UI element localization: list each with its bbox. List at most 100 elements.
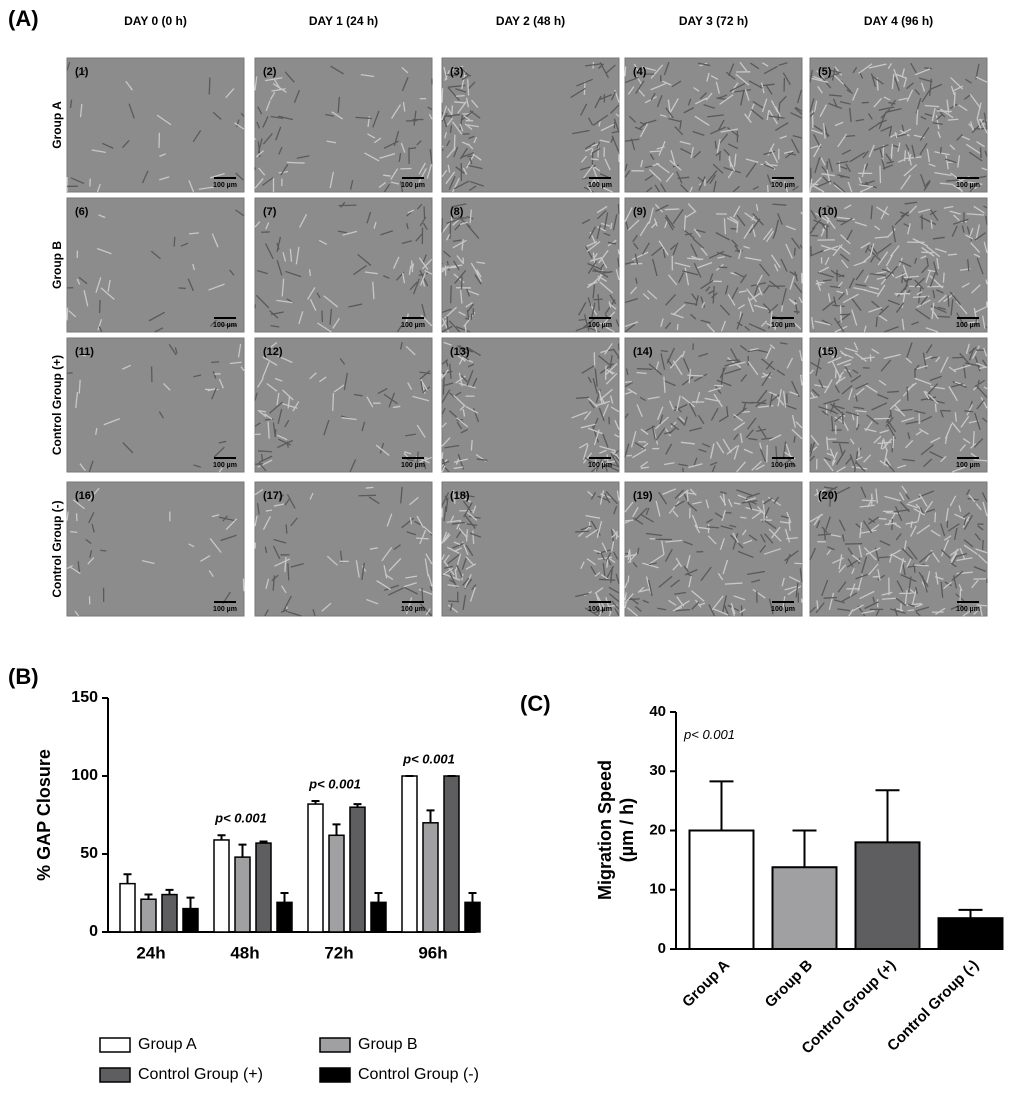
scale-bar-label: 100 µm [588, 182, 612, 189]
cell [625, 382, 632, 383]
image-number: (9) [633, 206, 647, 218]
legend-label: Control Group (-) [358, 1066, 479, 1083]
y-tick-label: 10 [649, 881, 666, 898]
cell [174, 237, 175, 247]
micrograph: (14) 100 µm [625, 338, 802, 472]
bar [329, 835, 344, 932]
x-tick-label: 72h [324, 943, 353, 962]
error-bar [793, 831, 817, 868]
micrograph: (2) 100 µm [255, 58, 432, 192]
image-number: (6) [75, 206, 89, 218]
cell [794, 248, 795, 256]
scale-bar-label: 100 µm [401, 606, 425, 613]
image-number: (4) [633, 66, 647, 78]
panel-label: (C) [520, 691, 551, 716]
error-bar [959, 910, 983, 918]
legend-swatch [320, 1068, 350, 1082]
micrograph: (7)100 µm [255, 198, 432, 332]
cell [473, 531, 474, 544]
image-number: (14) [633, 346, 653, 358]
cell [827, 161, 828, 170]
bar [235, 857, 250, 932]
micrograph: (10)100 µm [810, 198, 987, 332]
micrograph: (4) 100 µm [625, 58, 802, 192]
scale-bar-label: 100 µm [401, 322, 425, 329]
legend-label: Group A [138, 1036, 197, 1053]
cell [575, 531, 589, 532]
bar [402, 776, 417, 932]
cell [286, 524, 287, 533]
cell [410, 148, 416, 149]
cell [687, 375, 703, 376]
bar [856, 842, 920, 949]
y-tick-label: 0 [89, 923, 98, 940]
cell [677, 324, 678, 330]
cell [258, 451, 272, 452]
legend-label: Control Group (+) [138, 1066, 263, 1083]
image-number: (16) [75, 490, 95, 502]
bar [141, 899, 156, 932]
cell [288, 563, 289, 580]
error-bar [469, 893, 477, 902]
x-tick-label: Control Group (-) [884, 957, 982, 1055]
row-label: Control Group (-) [50, 500, 64, 597]
image-number: (11) [75, 346, 94, 358]
error-bar [876, 790, 900, 842]
cell [935, 404, 936, 413]
cell [465, 324, 466, 332]
cell [631, 264, 643, 265]
cell [661, 351, 668, 352]
annotation: p< 0.001 [214, 811, 267, 826]
error-bar [187, 898, 195, 909]
bar [214, 840, 229, 932]
y-tick-label: 50 [80, 845, 98, 862]
micrograph: (9)100 µm [625, 198, 802, 332]
cell [178, 288, 185, 289]
cell [310, 269, 311, 276]
cell [442, 88, 443, 102]
error-bar [710, 781, 734, 830]
cell [801, 599, 802, 603]
bar [690, 831, 754, 950]
legend-swatch [320, 1038, 350, 1052]
scale-bar-label: 100 µm [213, 606, 237, 613]
x-tick-label: 96h [418, 943, 447, 962]
cell [448, 601, 459, 602]
cell [618, 249, 619, 254]
cell [683, 468, 684, 472]
row-label: Control Group (+) [50, 355, 64, 455]
micrograph: (11)100 µm [67, 338, 244, 472]
cell [840, 305, 841, 322]
panel-label: (A) [8, 6, 39, 31]
cell [412, 261, 413, 273]
cell [462, 276, 463, 289]
annotation: p< 0.001 [683, 727, 735, 742]
cell [628, 551, 629, 560]
bar [465, 902, 480, 932]
cell [447, 316, 448, 328]
cell [607, 559, 608, 567]
image-number: (2) [263, 66, 277, 78]
cell [905, 150, 906, 161]
cell [589, 522, 590, 529]
cell [442, 452, 443, 459]
scale-bar-label: 100 µm [771, 462, 795, 469]
cell [618, 344, 619, 350]
cell [579, 319, 586, 320]
micrograph: (19)100 µm [625, 482, 802, 616]
cell [943, 273, 944, 283]
bar [350, 807, 365, 932]
scale-bar-label: 100 µm [771, 182, 795, 189]
cell [824, 597, 837, 598]
cell [887, 391, 899, 392]
scale-bar-label: 100 µm [588, 322, 612, 329]
micrograph: (6)100 µm [67, 198, 244, 332]
micrograph: (17)100 µm [255, 482, 432, 616]
micrograph: (3)100 µm [442, 58, 619, 192]
bar [308, 804, 323, 932]
cell [810, 184, 818, 185]
cell [211, 362, 219, 363]
scale-bar-label: 100 µm [401, 182, 425, 189]
cell [948, 295, 949, 306]
cell [366, 487, 374, 488]
